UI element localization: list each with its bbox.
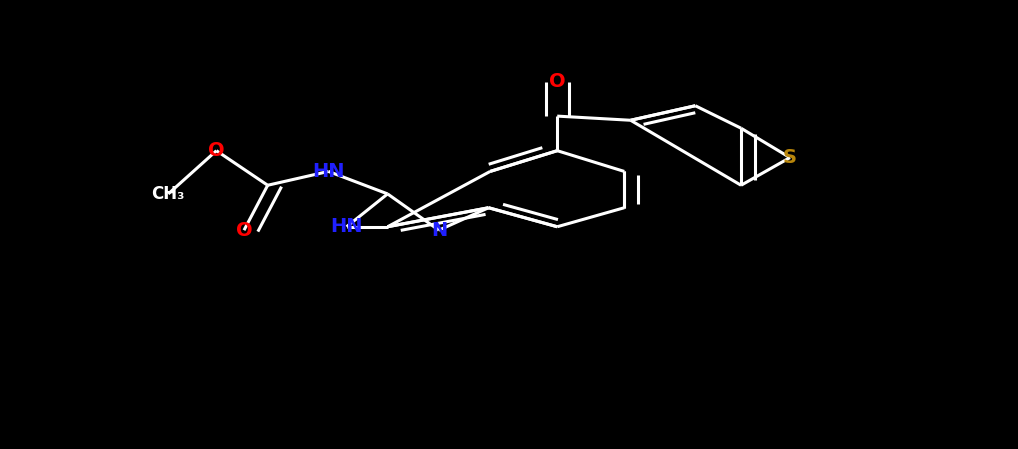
Text: O: O <box>549 72 566 91</box>
Text: O: O <box>236 221 252 240</box>
Text: HN: HN <box>313 162 345 181</box>
Text: O: O <box>208 141 225 160</box>
Text: N: N <box>431 221 447 240</box>
Text: HN: HN <box>330 217 362 236</box>
Text: CH₃: CH₃ <box>152 185 185 203</box>
Text: S: S <box>783 148 797 167</box>
